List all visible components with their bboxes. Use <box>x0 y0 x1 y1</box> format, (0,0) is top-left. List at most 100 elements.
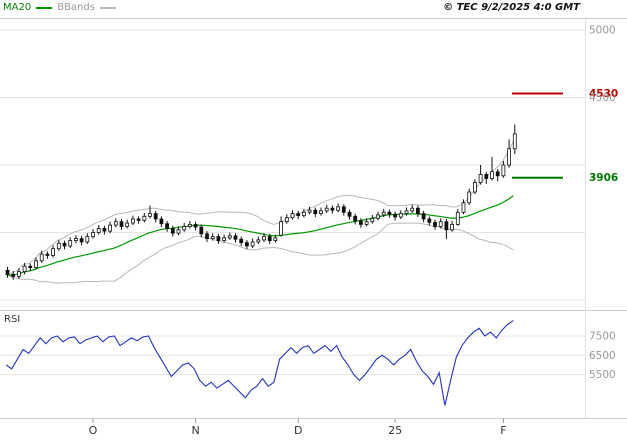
candle-body <box>387 211 392 215</box>
candle-body <box>176 229 181 234</box>
candle-body <box>313 209 318 215</box>
candle-body <box>284 217 289 223</box>
candle-body <box>490 171 494 179</box>
candle-body <box>307 209 312 213</box>
candle-body <box>290 213 295 219</box>
candle-body <box>353 215 358 222</box>
candle-body <box>39 253 44 262</box>
candle-body <box>222 237 227 241</box>
candle-body <box>336 206 341 211</box>
rsi-panel-label: RSI <box>4 314 21 325</box>
candle-body <box>438 221 443 227</box>
candle-body <box>472 182 477 193</box>
candle-body <box>364 221 369 225</box>
candle-body <box>5 269 10 275</box>
candle-body <box>85 236 90 243</box>
candle-body <box>11 273 16 277</box>
candle-body <box>324 207 329 212</box>
candle-body <box>119 221 124 227</box>
candle-body <box>421 213 426 220</box>
month-label-N: N <box>191 424 199 437</box>
candle-body <box>227 235 232 239</box>
candle-body <box>484 174 489 179</box>
candle-body <box>142 215 147 221</box>
candle-body <box>239 238 244 244</box>
candle-body <box>393 213 398 218</box>
candle-body <box>62 242 67 247</box>
candle-body <box>244 242 249 247</box>
level-label-3906: 3906 <box>589 172 618 184</box>
candle-body <box>455 211 460 225</box>
ma20-line <box>5 195 514 277</box>
candle-body <box>96 228 101 233</box>
month-label-F: F <box>500 424 506 437</box>
candle-body <box>68 240 73 247</box>
candle-body <box>108 224 112 232</box>
candle-body <box>250 241 255 247</box>
candle-body <box>233 235 238 240</box>
rsi-tick-label-6500: 6500 <box>589 350 616 362</box>
ma20-legend-swatch-icon <box>36 6 53 9</box>
ma20-legend-label: MA20 <box>3 2 32 13</box>
candle-body <box>341 206 346 213</box>
candle-body <box>256 239 261 243</box>
candle-body <box>193 223 198 228</box>
candle-body <box>501 164 506 177</box>
chart-header: MA20 BBands © TEC 9/2/2025 4:0 GMT <box>0 0 627 18</box>
candle-body <box>16 271 21 277</box>
candle-body <box>216 236 221 242</box>
candle-body <box>478 174 483 183</box>
candle-body <box>415 207 420 214</box>
candle-body <box>512 133 517 150</box>
candle-body <box>495 171 500 177</box>
candle-body <box>273 237 278 241</box>
price-tick-label-4500: 4500 <box>589 92 616 104</box>
month-label-D: D <box>294 424 302 437</box>
candle-body <box>450 223 455 231</box>
month-label-25: 25 <box>388 424 402 437</box>
candle-body <box>91 232 95 237</box>
candle-body <box>210 236 215 239</box>
candle-body <box>159 218 164 225</box>
bbands-legend-label: BBands <box>57 2 95 13</box>
candle-body <box>113 221 118 226</box>
candle-body <box>199 226 204 235</box>
candle-body <box>427 218 432 223</box>
rsi-tick-label-5500: 5500 <box>589 369 616 381</box>
candle-body <box>467 191 472 204</box>
candle-body <box>125 222 130 227</box>
candle-body <box>267 236 272 242</box>
price-tick-label-5000: 5000 <box>589 25 616 37</box>
level-label-4530: 4530 <box>589 88 618 100</box>
indicator-legend: MA20 BBands <box>3 2 116 13</box>
rsi-line <box>5 320 514 406</box>
candle-body <box>74 238 78 241</box>
copyright-text: © TEC 9/2/2025 4:0 GMT <box>443 2 580 13</box>
candle-body <box>381 211 386 216</box>
candle-body <box>148 213 152 217</box>
rsi-tick-label-7500: 7500 <box>589 331 616 343</box>
candle-body <box>130 218 135 224</box>
candle-body <box>398 213 403 218</box>
candle-body <box>153 213 158 220</box>
candle-body <box>102 228 107 232</box>
candle-body <box>358 220 363 225</box>
candle-body <box>296 213 301 217</box>
candle-body <box>51 248 55 256</box>
candle-body <box>22 265 27 273</box>
candle-body <box>330 207 335 211</box>
bollinger-lower-band <box>5 222 514 284</box>
candle-body <box>376 214 380 219</box>
candle-body <box>28 265 33 269</box>
candle-body <box>279 221 284 236</box>
candle-body <box>56 242 61 250</box>
bbands-legend-swatch-icon <box>99 6 116 9</box>
candle-body <box>370 217 375 223</box>
candle-body <box>404 210 409 214</box>
candle-body <box>319 210 323 214</box>
candle-body <box>461 202 466 213</box>
candles-layer <box>5 124 517 280</box>
candle-body <box>182 226 187 231</box>
